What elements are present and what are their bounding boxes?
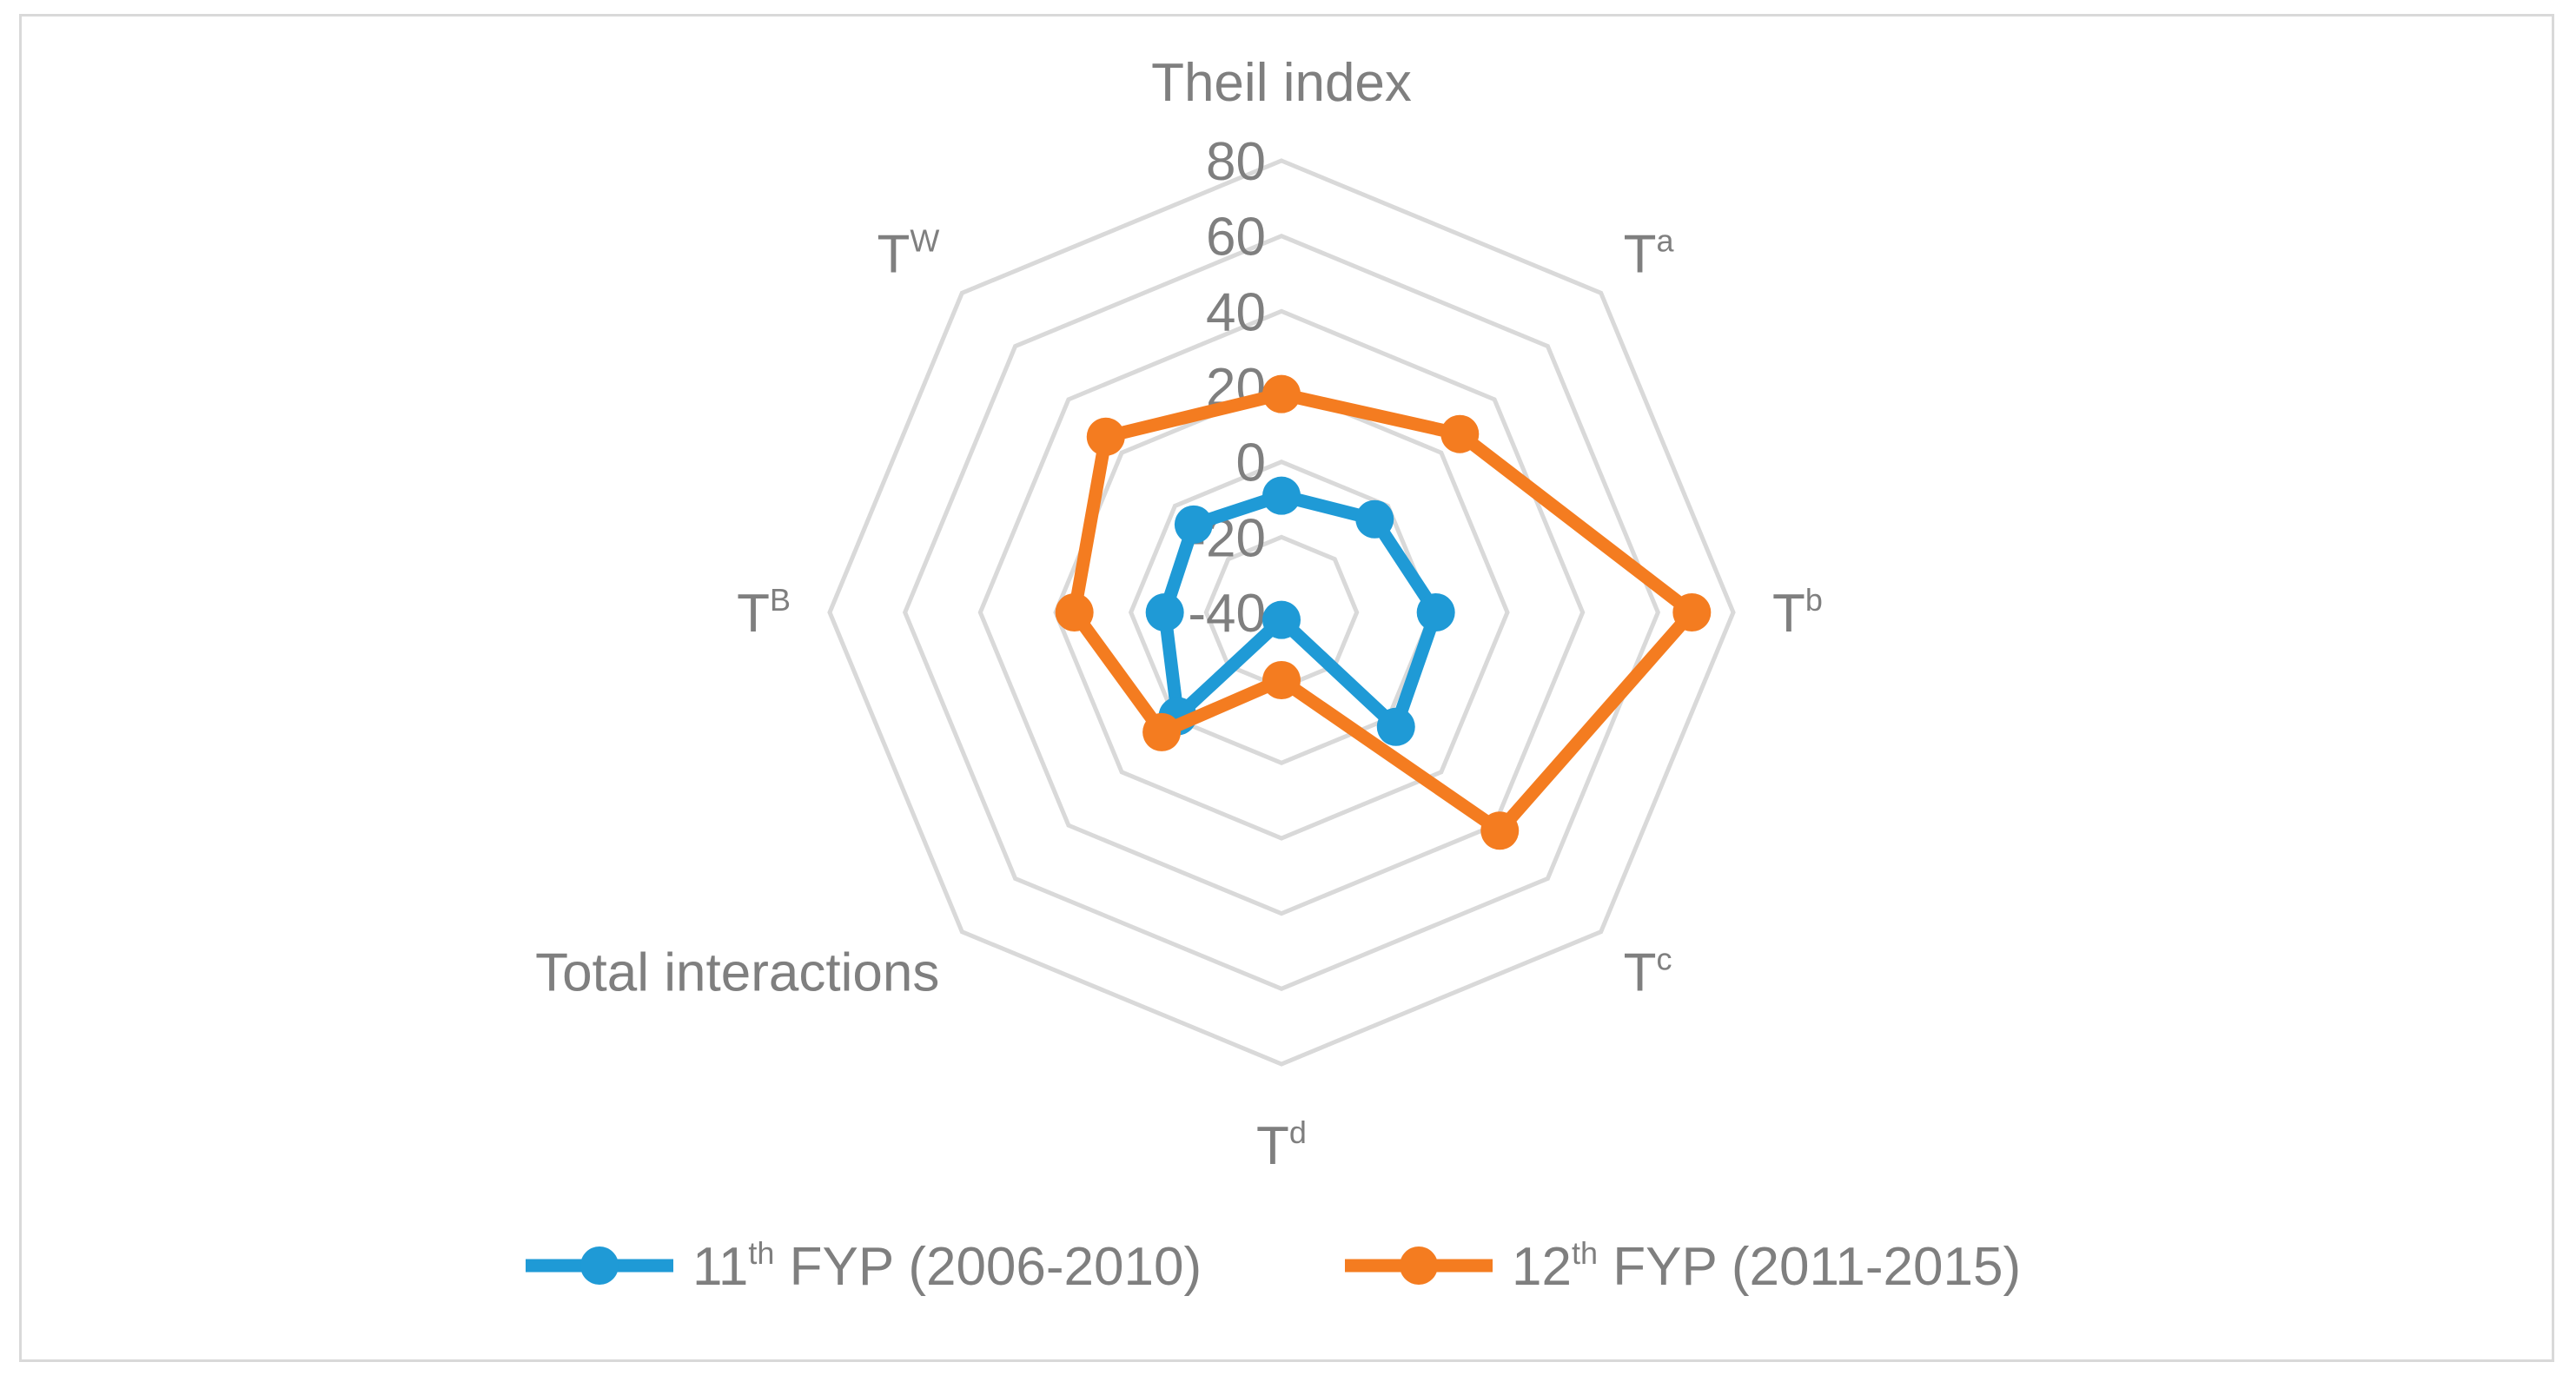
legend-item-1[interactable]: 11th FYP (2006-2010) [526,1235,1202,1297]
tick-label: -40 [1188,584,1266,644]
axis-label: Tb [1772,582,1823,644]
radar-grid [827,158,1736,1067]
axis-label: Td [1256,1114,1307,1176]
tick-label: 40 [1206,282,1266,342]
axis-label: TW [877,222,939,284]
legend[interactable]: 11th FYP (2006-2010) 12th FYP (2011-2015) [526,1235,2021,1297]
legend-swatch-marker [580,1246,619,1285]
tick-label: 80 [1206,132,1266,192]
data-point [1055,593,1094,631]
data-point [1672,593,1712,631]
axis-label: Total interactions [535,943,939,1003]
axis-label: TB [737,582,791,644]
data-point [1262,600,1301,639]
data-point [1480,811,1520,850]
grid-ring [902,233,1661,992]
data-point [1376,707,1415,746]
tick-label: 0 [1236,433,1266,493]
grid-ring [1128,459,1435,766]
data-point [1262,374,1301,413]
tick-label: 60 [1206,208,1266,268]
data-point [1262,476,1301,515]
data-point [1142,712,1182,751]
axis-label: Ta [1624,222,1675,284]
grid-ring [977,308,1586,916]
data-point [1086,417,1125,456]
grid-ring [827,158,1736,1067]
axis-label: Theil index [1151,53,1412,113]
data-point [1145,593,1184,631]
legend-label: 11th FYP (2006-2010) [692,1235,1202,1297]
axis-labels: Theil index Ta Tb Tc Td Total interactions TB T… [535,53,1823,1176]
data-point [1174,505,1213,544]
series-1 [1145,476,1455,746]
data-point [1355,499,1394,539]
legend-label: 12th FYP (2011-2015) [1512,1235,2021,1297]
legend-swatch-marker [1400,1246,1438,1285]
data-point [1416,593,1455,631]
data-point [1440,414,1480,453]
series-layer [1055,374,1712,850]
legend-item-2[interactable]: 12th FYP (2011-2015) [1345,1235,2021,1297]
axis-label: Tc [1624,942,1672,1003]
data-point [1262,661,1301,699]
series-2 [1055,374,1712,850]
